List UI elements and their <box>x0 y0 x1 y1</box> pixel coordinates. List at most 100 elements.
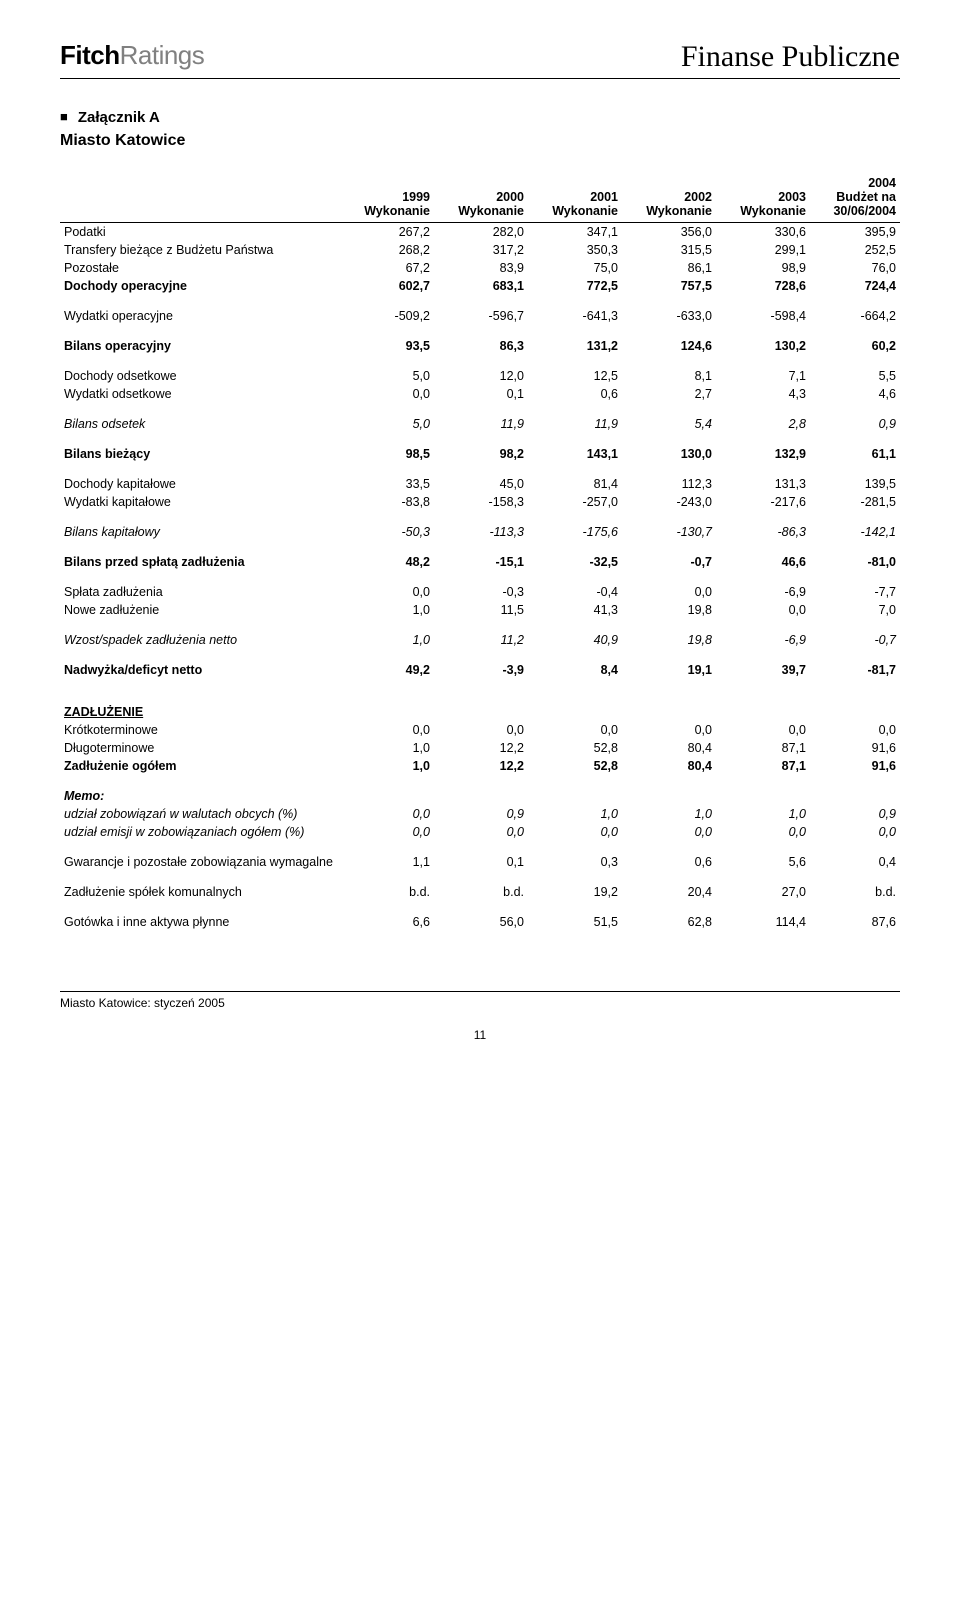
row-value: 0,0 <box>810 721 900 739</box>
row-label: Zadłużenie ogółem <box>60 757 340 775</box>
row-value: -598,4 <box>716 307 810 325</box>
row-value: 112,3 <box>622 475 716 493</box>
row-value: -0,7 <box>622 553 716 571</box>
table-row: ZADŁUŻENIE <box>60 703 900 721</box>
row-value: 5,0 <box>340 415 434 433</box>
row-value: 683,1 <box>434 277 528 295</box>
row-value: -0,4 <box>528 583 622 601</box>
page-header: FitchRatings Finanse Publiczne <box>60 40 900 79</box>
row-value: 86,1 <box>622 259 716 277</box>
table-row <box>60 463 900 475</box>
row-value: 6,6 <box>340 913 434 931</box>
table-row <box>60 325 900 337</box>
row-value <box>434 787 528 805</box>
row-value: 0,9 <box>810 805 900 823</box>
row-value: 7,0 <box>810 601 900 619</box>
row-value: 1,1 <box>340 853 434 871</box>
row-value: 143,1 <box>528 445 622 463</box>
row-value <box>716 787 810 805</box>
table-row: Dochody operacyjne602,7683,1772,5757,572… <box>60 277 900 295</box>
row-value <box>810 703 900 721</box>
row-label: Wydatki odsetkowe <box>60 385 340 403</box>
row-value: 19,1 <box>622 661 716 679</box>
row-value: 317,2 <box>434 241 528 259</box>
document-title: Finanse Publiczne <box>681 40 900 74</box>
table-row: Gwarancje i pozostałe zobowiązania wymag… <box>60 853 900 871</box>
row-value: b.d. <box>434 883 528 901</box>
row-value: 39,7 <box>716 661 810 679</box>
table-row: Zadłużenie spółek komunalnychb.d.b.d.19,… <box>60 883 900 901</box>
row-value: -83,8 <box>340 493 434 511</box>
row-value: 728,6 <box>716 277 810 295</box>
row-value: 46,6 <box>716 553 810 571</box>
row-value: 602,7 <box>340 277 434 295</box>
row-value: 98,9 <box>716 259 810 277</box>
row-value: 124,6 <box>622 337 716 355</box>
row-value: -6,9 <box>716 631 810 649</box>
row-value: -596,7 <box>434 307 528 325</box>
row-value: -257,0 <box>528 493 622 511</box>
row-value: 282,0 <box>434 223 528 242</box>
row-value: 2,8 <box>716 415 810 433</box>
page-number: 11 <box>60 1028 900 1042</box>
row-value: 33,5 <box>340 475 434 493</box>
row-value: 20,4 <box>622 883 716 901</box>
row-value: 40,9 <box>528 631 622 649</box>
row-value: -32,5 <box>528 553 622 571</box>
row-value: 81,4 <box>528 475 622 493</box>
row-value: 0,0 <box>340 805 434 823</box>
row-value: 12,2 <box>434 757 528 775</box>
row-value: 62,8 <box>622 913 716 931</box>
row-value: 0,0 <box>340 823 434 841</box>
page-footer: Miasto Katowice: styczeń 2005 <box>60 991 900 1010</box>
row-value: 91,6 <box>810 757 900 775</box>
table-row <box>60 871 900 883</box>
row-label: Dochody operacyjne <box>60 277 340 295</box>
row-label: Bilans kapitałowy <box>60 523 340 541</box>
table-row: Nadwyżka/deficyt netto49,2-3,98,419,139,… <box>60 661 900 679</box>
table-body: Podatki267,2282,0347,1356,0330,6395,9Tra… <box>60 223 900 932</box>
table-row <box>60 541 900 553</box>
row-label: Gotówka i inne aktywa płynne <box>60 913 340 931</box>
table-row: udział zobowiązań w walutach obcych (%)0… <box>60 805 900 823</box>
row-label: Bilans operacyjny <box>60 337 340 355</box>
row-value: 356,0 <box>622 223 716 242</box>
row-value: 1,0 <box>340 601 434 619</box>
row-value: 19,8 <box>622 631 716 649</box>
row-value: 5,0 <box>340 367 434 385</box>
row-value: 80,4 <box>622 757 716 775</box>
row-value: 0,0 <box>434 721 528 739</box>
row-value: 98,2 <box>434 445 528 463</box>
row-value: 0,9 <box>434 805 528 823</box>
financial-table: 1999Wykonanie2000Wykonanie2001Wykonanie2… <box>60 174 900 931</box>
row-label: Dochody kapitałowe <box>60 475 340 493</box>
row-value: 0,0 <box>622 721 716 739</box>
table-row: udział emisji w zobowiązaniach ogółem (%… <box>60 823 900 841</box>
row-label: udział zobowiązań w walutach obcych (%) <box>60 805 340 823</box>
row-value: 8,4 <box>528 661 622 679</box>
row-value: 299,1 <box>716 241 810 259</box>
table-row: Wydatki operacyjne-509,2-596,7-641,3-633… <box>60 307 900 325</box>
table-row <box>60 901 900 913</box>
col-label <box>60 174 340 223</box>
row-label: Wydatki kapitałowe <box>60 493 340 511</box>
table-row: Długoterminowe1,012,252,880,487,191,6 <box>60 739 900 757</box>
row-value: 0,1 <box>434 853 528 871</box>
table-row: Dochody odsetkowe5,012,012,58,17,15,5 <box>60 367 900 385</box>
row-value: 56,0 <box>434 913 528 931</box>
table-row: Wydatki odsetkowe0,00,10,62,74,34,6 <box>60 385 900 403</box>
row-value: 267,2 <box>340 223 434 242</box>
row-value: -3,9 <box>434 661 528 679</box>
row-value: 91,6 <box>810 739 900 757</box>
table-row <box>60 511 900 523</box>
row-value: 87,1 <box>716 757 810 775</box>
col-year: 1999Wykonanie <box>340 174 434 223</box>
row-value: 4,6 <box>810 385 900 403</box>
row-value: 0,1 <box>434 385 528 403</box>
row-value: -641,3 <box>528 307 622 325</box>
row-value: -6,9 <box>716 583 810 601</box>
row-value: 0,0 <box>810 823 900 841</box>
table-row: Bilans bieżący98,598,2143,1130,0132,961,… <box>60 445 900 463</box>
row-value: 5,5 <box>810 367 900 385</box>
row-value: -81,0 <box>810 553 900 571</box>
